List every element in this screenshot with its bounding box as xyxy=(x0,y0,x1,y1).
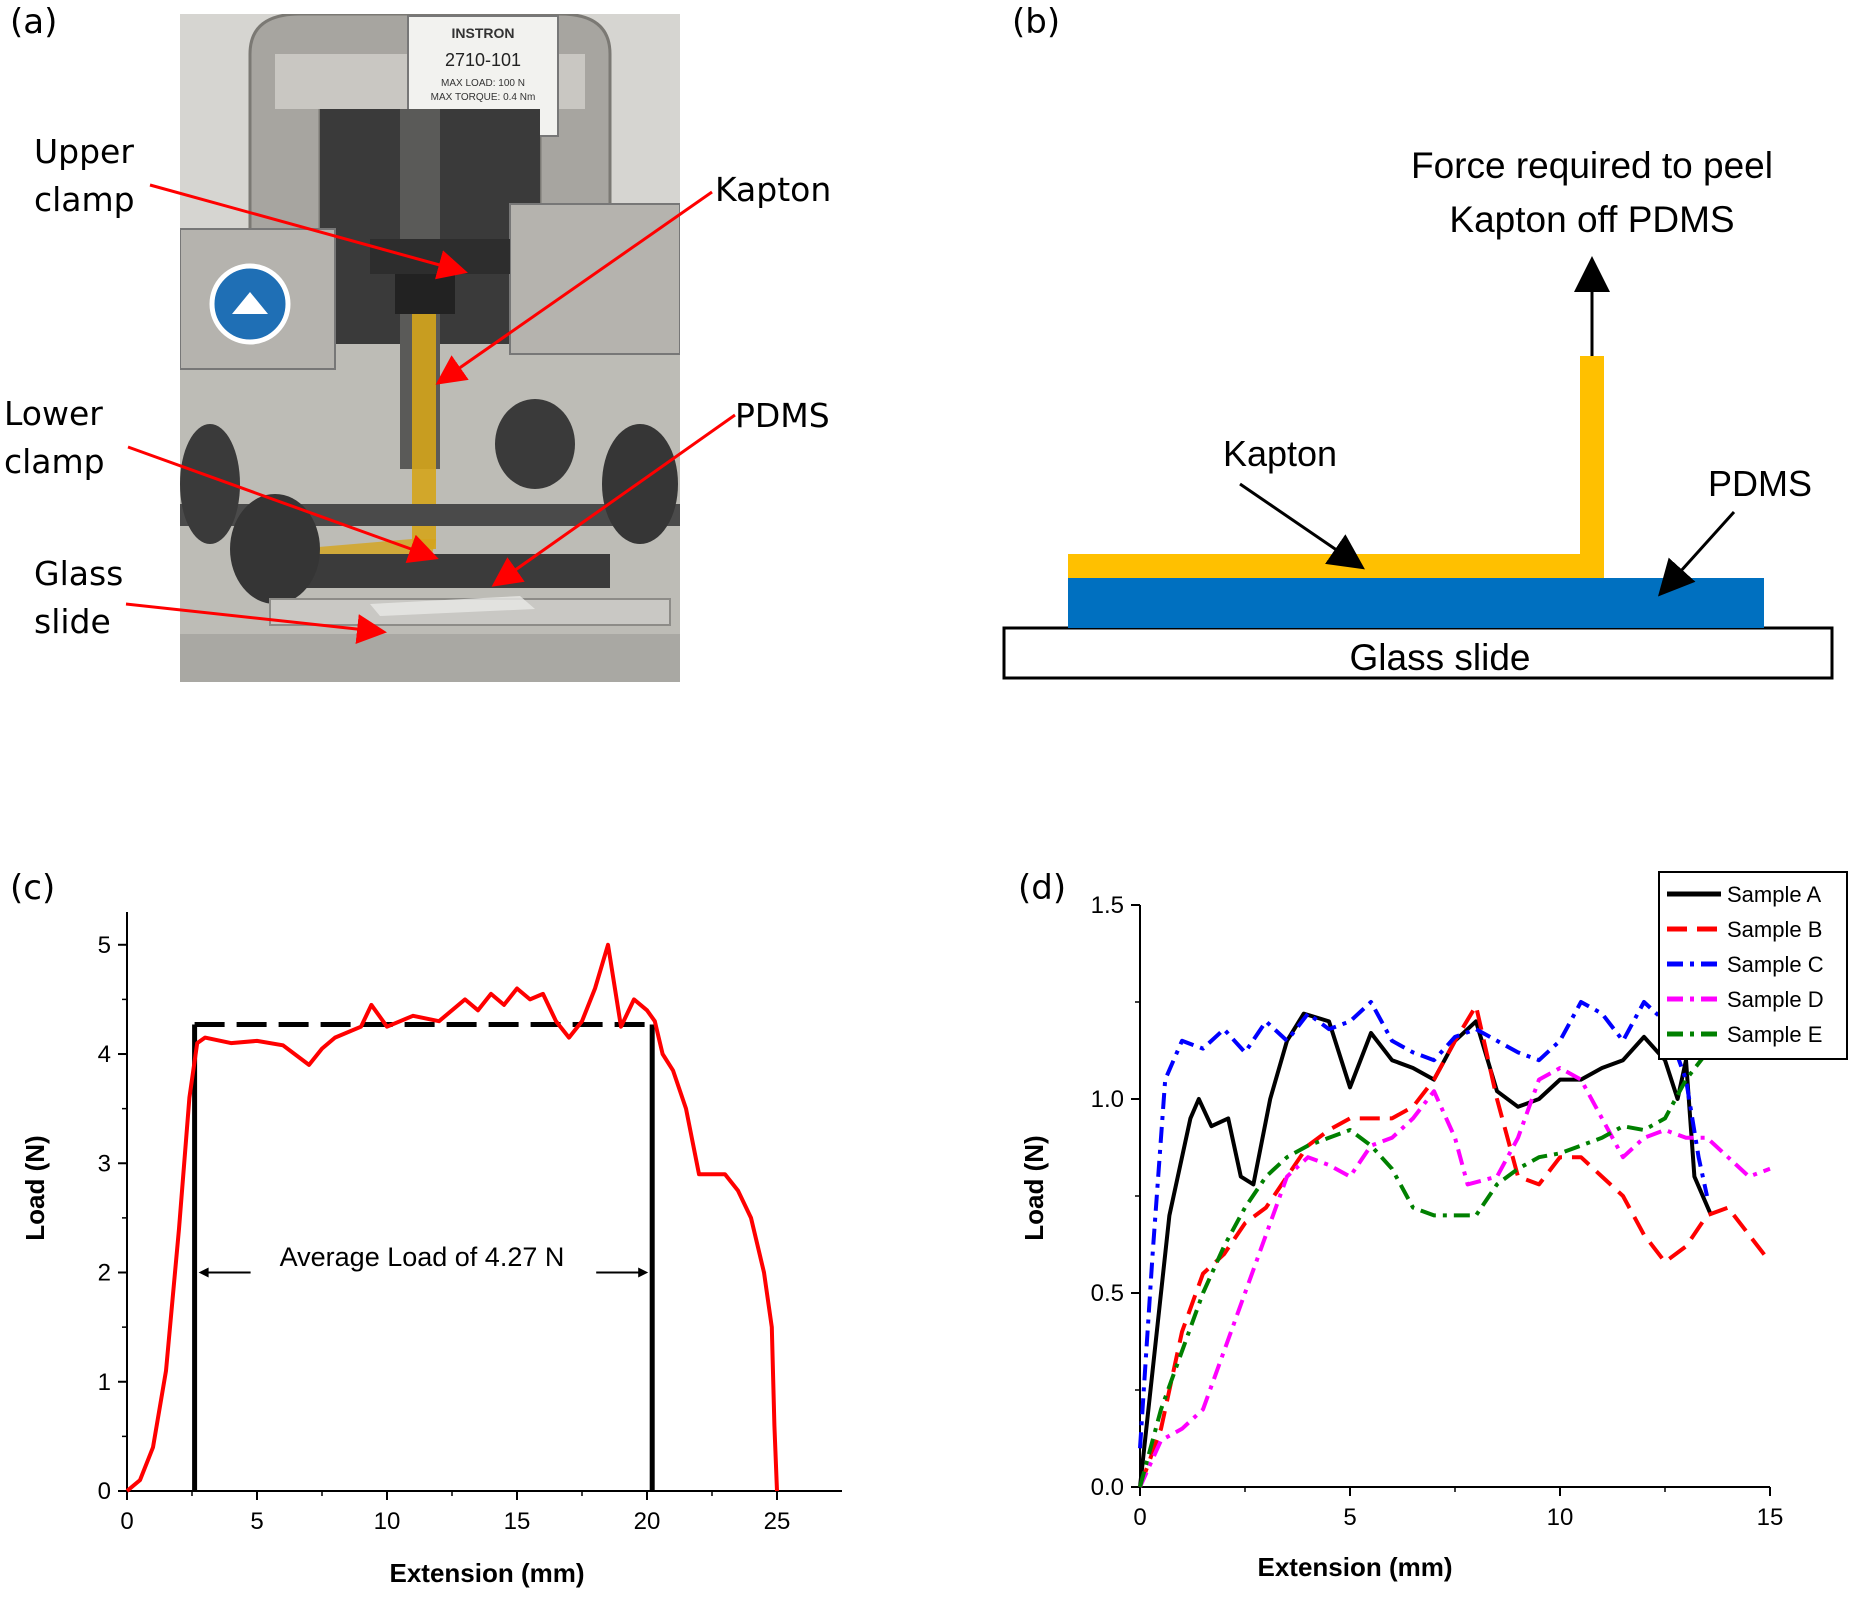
y-tick-label: 1.0 xyxy=(1091,1086,1124,1113)
x-tick-label: 20 xyxy=(634,1508,661,1535)
series-line-load xyxy=(125,942,779,1493)
panel-label-d: (d) xyxy=(1018,868,1067,908)
legend-label: Sample A xyxy=(1727,882,1821,907)
glass-slide-layer xyxy=(1002,626,1834,680)
x-tick-label: 15 xyxy=(504,1508,531,1535)
y-tick-label: 5 xyxy=(98,932,111,959)
y-tick-label: 3 xyxy=(98,1150,111,1177)
chart-c: Extension (mm) Load (N) Average Load of … xyxy=(20,912,842,1588)
pdms-layer xyxy=(1068,578,1764,628)
series-line-sample-d xyxy=(1138,1066,1771,1488)
x-tick-label: 0 xyxy=(120,1508,133,1535)
callout-lower-clamp: Lower clamp xyxy=(4,390,105,486)
photo-spec-2: MAX TORQUE: 0.4 Nm xyxy=(431,92,536,103)
x-tick-label: 5 xyxy=(1343,1504,1356,1531)
x-tick-label: 15 xyxy=(1757,1504,1784,1531)
x-tick-label: 10 xyxy=(374,1508,401,1535)
callout-pdms-a: PDMS xyxy=(735,396,830,435)
x-tick-label: 5 xyxy=(250,1508,263,1535)
y-tick-label: 0.0 xyxy=(1091,1474,1124,1501)
callout-kapton-a: Kapton xyxy=(715,170,832,209)
y-tick-label: 2 xyxy=(98,1260,111,1287)
chart-c-xlabel: Extension (mm) xyxy=(389,1558,584,1588)
instron-photo: INSTRON 2710-101 MAX LOAD: 100 N MAX TOR… xyxy=(180,14,680,682)
y-tick-label: 1 xyxy=(98,1369,111,1396)
panel-label-c: (c) xyxy=(10,868,56,908)
panel-label-b: (b) xyxy=(1012,2,1061,42)
callout-upper-clamp: Upper clamp xyxy=(34,128,135,224)
kapton-layer xyxy=(1068,554,1604,578)
callout-lower-clamp-line2: clamp xyxy=(4,442,105,481)
pdms-arrow-b xyxy=(1657,510,1736,597)
legend-label: Sample B xyxy=(1727,917,1822,942)
photo-model-text: 2710-101 xyxy=(445,50,521,70)
series-line-sample-c xyxy=(1138,1000,1709,1449)
chart-c-annotation: Average Load of 4.27 N xyxy=(280,1242,565,1272)
callout-upper-clamp-line2: clamp xyxy=(34,180,135,219)
chart-c-plot: 0 5 10 15 20 25 0 1 2 3 4 5 xyxy=(98,912,842,1535)
x-tick-label: 0 xyxy=(1133,1504,1146,1531)
peel-diagram: Force required to peel Kapton off PDMS G… xyxy=(1002,145,1834,680)
legend-label: Sample C xyxy=(1727,952,1824,977)
callout-glass-slide-line1: Glass xyxy=(34,554,124,593)
y-tick-label: 0.5 xyxy=(1091,1280,1124,1307)
panel-label-a: (a) xyxy=(10,2,58,42)
chart-d: Extension (mm) Load (N) 0 5 10 15 0.0 0.5 1.0 1… xyxy=(1019,871,1848,1582)
series-line-sample-a xyxy=(1138,1011,1714,1488)
pdms-label-b: PDMS xyxy=(1708,463,1812,504)
average-span-arrowhead-right xyxy=(638,1267,649,1278)
kapton-arrow-b xyxy=(1239,482,1365,570)
legend-label: Sample E xyxy=(1727,1022,1822,1047)
chart-d-legend: Sample A Sample B Sample C Sample D Sample E xyxy=(1658,871,1848,1060)
callout-glass-slide-line2: slide xyxy=(34,602,111,641)
glass-slide-label: Glass slide xyxy=(1350,637,1531,678)
force-label-line2: Kapton off PDMS xyxy=(1449,199,1734,240)
force-label-line1: Force required to peel xyxy=(1411,145,1773,186)
callout-upper-clamp-line1: Upper xyxy=(34,132,134,171)
chart-d-ylabel: Load (N) xyxy=(1019,1135,1049,1240)
y-tick-label: 1.5 xyxy=(1091,892,1124,919)
series-line-sample-b xyxy=(1138,1003,1772,1488)
y-tick-label: 0 xyxy=(98,1478,111,1505)
series-line-sample-e xyxy=(1138,1019,1771,1488)
kapton-label-b: Kapton xyxy=(1223,433,1337,474)
callout-lower-clamp-line1: Lower xyxy=(4,394,103,433)
kapton-peeled-strip xyxy=(1580,356,1604,578)
photo-brand-text: INSTRON xyxy=(452,25,515,41)
photo-spec-1: MAX LOAD: 100 N xyxy=(441,78,525,89)
chart-d-plot: 0 5 10 15 0.0 0.5 1.0 1.5 xyxy=(1091,892,1784,1531)
legend-label: Sample D xyxy=(1727,987,1824,1012)
callout-glass-slide: Glass slide xyxy=(34,550,123,646)
x-tick-label: 10 xyxy=(1547,1504,1574,1531)
average-span-arrowhead-left xyxy=(198,1267,209,1278)
chart-c-ylabel: Load (N) xyxy=(20,1135,50,1240)
chart-d-xlabel: Extension (mm) xyxy=(1257,1552,1452,1582)
instron-photo-drawing: INSTRON 2710-101 MAX LOAD: 100 N MAX TOR… xyxy=(180,14,680,682)
x-tick-label: 25 xyxy=(764,1508,791,1535)
y-tick-label: 4 xyxy=(98,1041,111,1068)
